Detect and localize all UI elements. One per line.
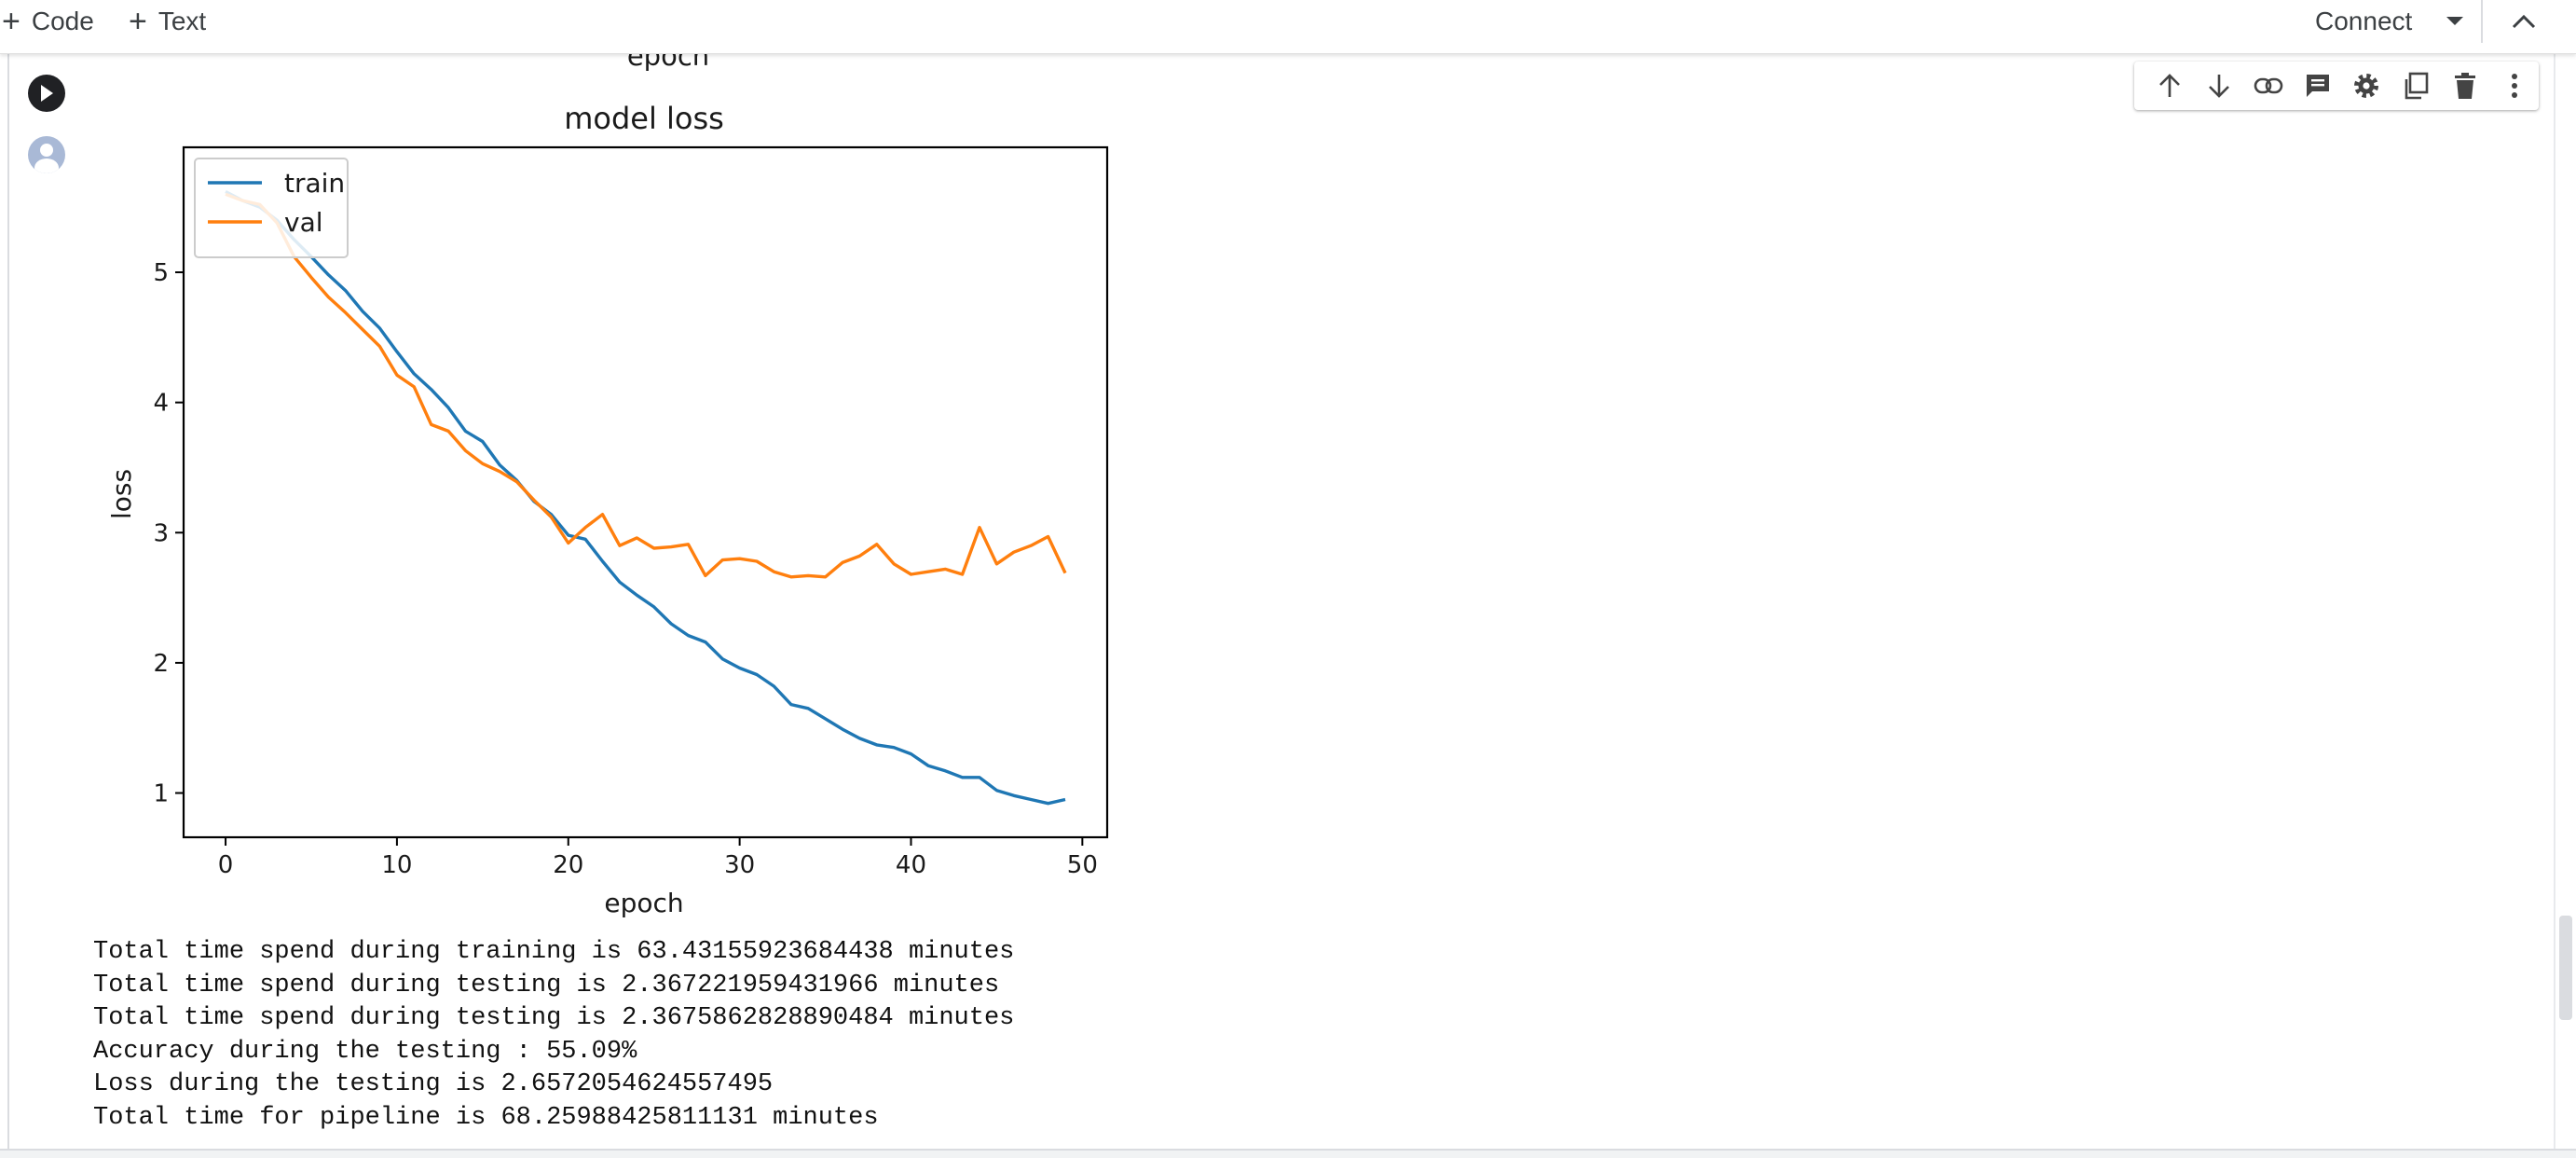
add-code-button[interactable]: + Code (2, 0, 94, 43)
toolbar-divider (2481, 0, 2483, 43)
plus-icon: + (129, 4, 147, 39)
loss-chart: epoch model loss epoch loss 0 10 20 30 40 501… (106, 40, 1109, 918)
vertical-scrollbar[interactable] (2559, 916, 2572, 1020)
mirror-cell-icon (2405, 72, 2429, 100)
chart-title: model loss (564, 101, 724, 136)
cell-right-border (2554, 54, 2555, 1151)
x-tick-label: 10 (381, 851, 412, 879)
add-text-label: Text (158, 7, 207, 35)
connect-button[interactable]: Connect (2315, 0, 2412, 43)
comment-icon (2306, 75, 2329, 97)
chart-marks: 0 10 20 30 40 50 1 2 3 4 5 train val (153, 145, 1109, 879)
y-tick-label: 5 (153, 259, 169, 287)
plot-frame (182, 145, 1109, 839)
delete-cell-button[interactable] (2441, 62, 2490, 110)
bottom-bar (0, 1149, 2576, 1158)
series-line-train (225, 189, 1066, 806)
more-actions-button[interactable] (2489, 62, 2539, 110)
output-line-loss: Loss during the testing is 2.65720546245… (93, 1070, 774, 1098)
cell-toolbar (2134, 62, 2539, 110)
plus-icon: + (2, 4, 21, 39)
y-tick-label: 3 (153, 519, 169, 547)
arrow-up-icon (2159, 74, 2181, 97)
output-line-testing-time-2: Total time spend during testing is 2.367… (93, 1004, 1015, 1032)
cell-left-border (7, 54, 9, 1151)
connect-label: Connect (2315, 7, 2413, 35)
run-icon (41, 85, 53, 102)
x-axis-label: epoch (604, 888, 683, 918)
move-cell-up-button[interactable] (2145, 62, 2195, 110)
y-tick-label: 2 (153, 650, 169, 678)
x-tick-label: 20 (553, 851, 583, 879)
x-tick-label: 30 (724, 851, 755, 879)
y-axis-label: loss (106, 469, 137, 519)
x-tick-label: 40 (896, 851, 926, 879)
avatar-icon (34, 144, 59, 173)
x-tick-label: 0 (218, 851, 234, 879)
chevron-up-icon (2512, 14, 2536, 29)
cell-settings-button[interactable] (2342, 62, 2391, 110)
legend-label-train: train (284, 168, 345, 199)
add-text-button[interactable]: + Text (129, 0, 206, 43)
connect-dropdown-button[interactable] (2434, 0, 2475, 43)
output-line-pipeline-time: Total time for pipeline is 68.2598842581… (93, 1103, 879, 1132)
series-line-val (225, 192, 1067, 579)
cell-output: Total time spend during training is 63.4… (93, 936, 1491, 1135)
collapse-toolbar-button[interactable] (2503, 0, 2544, 43)
output-line-testing-time-1: Total time spend during testing is 2.367… (93, 971, 1000, 999)
copy-link-button[interactable] (2244, 62, 2294, 110)
add-comment-button[interactable] (2293, 62, 2342, 110)
y-tick-label: 4 (153, 390, 169, 418)
more-vert-icon (2511, 74, 2517, 98)
add-code-label: Code (31, 7, 94, 35)
legend-label-val: val (284, 207, 323, 238)
arrow-down-icon (2209, 75, 2230, 98)
x-tick-label: 50 (1067, 851, 1098, 879)
dropdown-arrow-icon (2446, 17, 2463, 25)
output-line-training-time: Total time spend during training is 63.4… (93, 938, 1015, 966)
mirror-cell-button[interactable] (2391, 62, 2441, 110)
y-tick-label: 1 (153, 780, 169, 808)
move-cell-down-button[interactable] (2195, 62, 2244, 110)
notebook-toolbar: + Code + Text Connect (0, 0, 2576, 54)
run-cell-button[interactable] (28, 75, 65, 112)
avatar (28, 136, 65, 173)
output-line-accuracy: Accuracy during the testing : 55.09% (93, 1037, 637, 1066)
trash-icon (2454, 73, 2475, 99)
link-icon (2254, 77, 2283, 94)
gear-icon (2354, 74, 2379, 98)
